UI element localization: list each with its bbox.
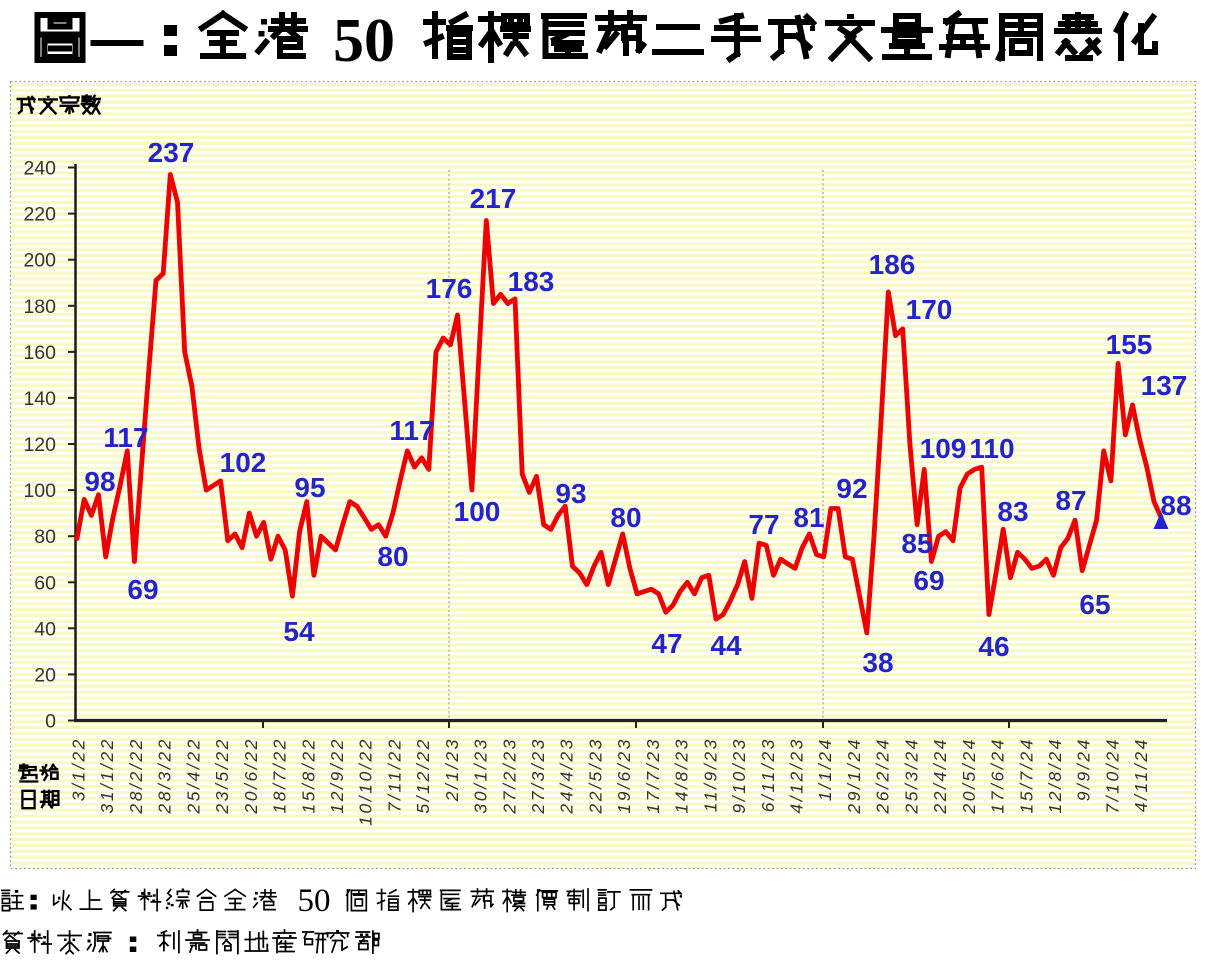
svg-text:31/1/22: 31/1/22	[97, 737, 117, 814]
svg-text:54: 54	[283, 616, 315, 647]
svg-text:65: 65	[1079, 589, 1110, 620]
svg-text:77: 77	[748, 509, 779, 540]
svg-text:47: 47	[651, 628, 682, 659]
svg-text:28/2/22: 28/2/22	[126, 737, 146, 815]
svg-text:155: 155	[1106, 329, 1153, 360]
svg-text:15/7/24: 15/7/24	[1016, 737, 1036, 814]
svg-text:0: 0	[45, 711, 56, 733]
svg-text:160: 160	[23, 342, 56, 364]
svg-text:109: 109	[920, 433, 967, 464]
svg-text:80: 80	[610, 502, 641, 533]
svg-text:44: 44	[710, 630, 742, 661]
svg-text:170: 170	[906, 294, 953, 325]
svg-text:100: 100	[23, 480, 56, 502]
svg-text:11/9/23: 11/9/23	[700, 737, 720, 812]
svg-text:81: 81	[793, 502, 824, 533]
svg-text:38: 38	[862, 647, 893, 678]
svg-text:27/2/23: 27/2/23	[499, 737, 519, 815]
svg-text:93: 93	[555, 478, 586, 509]
svg-text:30/1/23: 30/1/23	[471, 737, 491, 814]
svg-text:22/4/24: 22/4/24	[930, 737, 950, 815]
svg-text:1/1/24: 1/1/24	[815, 737, 835, 801]
svg-text:18/7/22: 18/7/22	[270, 737, 290, 814]
svg-text:137: 137	[1141, 370, 1188, 401]
svg-text:2/1/23: 2/1/23	[442, 737, 462, 802]
svg-text:12/8/24: 12/8/24	[1045, 737, 1065, 814]
svg-text:3/1/22: 3/1/22	[69, 737, 89, 801]
svg-text:46: 46	[978, 631, 1009, 662]
svg-text:176: 176	[426, 273, 473, 304]
svg-text:85: 85	[901, 528, 932, 559]
svg-text:20: 20	[34, 664, 56, 686]
svg-text:186: 186	[869, 249, 916, 280]
svg-text:183: 183	[508, 266, 555, 297]
svg-text:20/6/22: 20/6/22	[241, 737, 261, 815]
svg-text:4/12/23: 4/12/23	[787, 737, 807, 814]
svg-text:14/8/23: 14/8/23	[672, 737, 692, 814]
svg-text:140: 140	[23, 388, 56, 410]
svg-text:60: 60	[34, 572, 56, 594]
svg-text:7/10/24: 7/10/24	[1102, 737, 1122, 814]
svg-text:88: 88	[1160, 490, 1191, 521]
svg-text:40: 40	[34, 618, 56, 640]
svg-text:10/10/22: 10/10/22	[356, 737, 376, 826]
svg-text:80: 80	[377, 541, 408, 572]
svg-text:27/3/23: 27/3/23	[528, 737, 548, 815]
svg-text:6/11/23: 6/11/23	[758, 737, 778, 812]
svg-text:4/11/24: 4/11/24	[1131, 737, 1151, 812]
svg-text:9/9/24: 9/9/24	[1074, 737, 1094, 801]
svg-text:95: 95	[294, 472, 325, 503]
svg-text:98: 98	[84, 466, 115, 497]
svg-text:25/4/22: 25/4/22	[183, 737, 203, 815]
svg-text:7/11/22: 7/11/22	[384, 737, 404, 812]
svg-text:22/5/23: 22/5/23	[586, 737, 606, 815]
svg-text:50: 50	[333, 7, 395, 75]
svg-text:5/12/22: 5/12/22	[413, 737, 433, 814]
svg-text:237: 237	[148, 137, 195, 168]
svg-text:217: 217	[470, 183, 517, 214]
svg-text:50: 50	[298, 883, 331, 919]
svg-text:87: 87	[1055, 485, 1086, 516]
svg-text:83: 83	[997, 496, 1028, 527]
svg-text:20/5/24: 20/5/24	[959, 737, 979, 815]
svg-text:28/3/22: 28/3/22	[155, 737, 175, 815]
svg-text:80: 80	[34, 526, 56, 548]
svg-text:100: 100	[454, 496, 501, 527]
svg-text:25/3/24: 25/3/24	[901, 737, 921, 815]
svg-text:69: 69	[127, 574, 158, 605]
svg-text:92: 92	[836, 473, 867, 504]
svg-text:24/4/23: 24/4/23	[557, 737, 577, 815]
svg-text:12/9/22: 12/9/22	[327, 737, 347, 814]
svg-text:120: 120	[23, 434, 56, 456]
svg-text:23/5/22: 23/5/22	[212, 737, 232, 815]
svg-text:117: 117	[103, 422, 148, 453]
svg-text:117: 117	[389, 415, 434, 446]
svg-text:200: 200	[23, 250, 56, 272]
svg-text:29/1/24: 29/1/24	[844, 737, 864, 815]
svg-text:110: 110	[969, 433, 1014, 464]
svg-text:17/6/24: 17/6/24	[988, 737, 1008, 814]
svg-text:26/2/24: 26/2/24	[873, 737, 893, 815]
svg-text:240: 240	[23, 158, 56, 180]
svg-text:19/6/23: 19/6/23	[614, 737, 634, 814]
svg-text:180: 180	[23, 296, 56, 318]
svg-text:102: 102	[220, 447, 267, 478]
svg-text:17/7/23: 17/7/23	[643, 737, 663, 814]
svg-text:220: 220	[23, 204, 56, 226]
svg-text:9/10/23: 9/10/23	[729, 737, 749, 814]
svg-text:69: 69	[913, 565, 944, 596]
svg-text:15/8/22: 15/8/22	[298, 737, 318, 814]
